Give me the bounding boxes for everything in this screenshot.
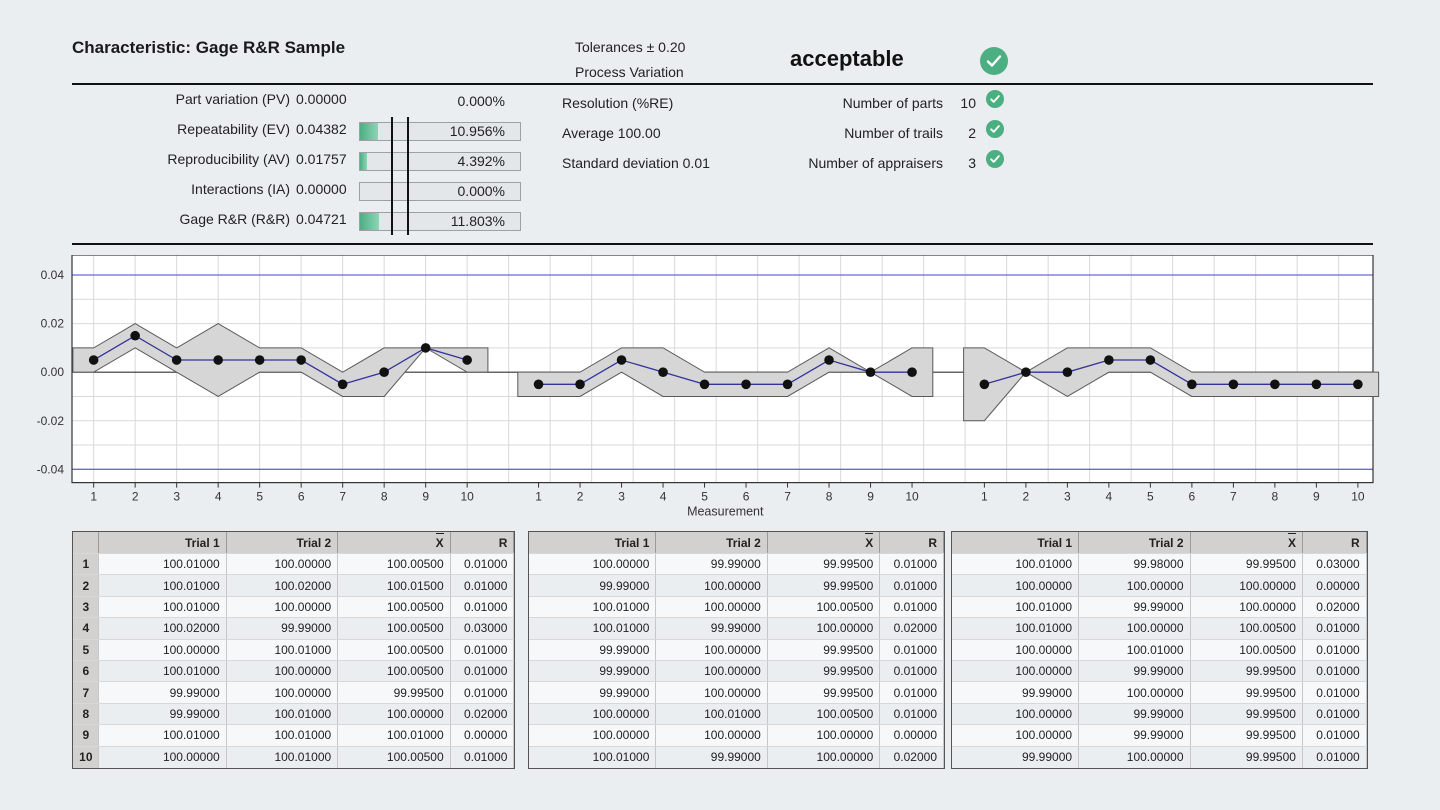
svg-text:6: 6	[298, 490, 305, 504]
svg-text:Measurement: Measurement	[687, 505, 764, 519]
svg-text:1: 1	[90, 490, 97, 504]
svg-text:5: 5	[1147, 490, 1154, 504]
svg-text:8: 8	[1272, 490, 1279, 504]
svg-text:9: 9	[1313, 490, 1320, 504]
svg-text:2: 2	[132, 490, 139, 504]
svg-text:0.04: 0.04	[41, 268, 65, 282]
svg-text:7: 7	[784, 490, 791, 504]
svg-text:8: 8	[826, 490, 833, 504]
svg-text:5: 5	[701, 490, 708, 504]
svg-text:6: 6	[1189, 490, 1196, 504]
svg-text:10: 10	[1351, 490, 1365, 504]
svg-text:7: 7	[1230, 490, 1237, 504]
svg-text:2: 2	[1023, 490, 1030, 504]
svg-text:3: 3	[618, 490, 625, 504]
svg-text:3: 3	[173, 490, 180, 504]
svg-text:10: 10	[460, 490, 474, 504]
svg-text:1: 1	[535, 490, 542, 504]
svg-text:3: 3	[1064, 490, 1071, 504]
svg-text:9: 9	[867, 490, 874, 504]
svg-text:10: 10	[905, 490, 919, 504]
svg-text:-0.02: -0.02	[37, 414, 65, 428]
svg-text:9: 9	[422, 490, 429, 504]
svg-text:5: 5	[256, 490, 263, 504]
svg-text:8: 8	[381, 490, 388, 504]
svg-text:0.02: 0.02	[41, 317, 65, 331]
svg-text:4: 4	[215, 490, 222, 504]
svg-text:6: 6	[743, 490, 750, 504]
svg-text:4: 4	[1106, 490, 1113, 504]
svg-text:2: 2	[577, 490, 584, 504]
svg-text:0.00: 0.00	[41, 365, 65, 379]
svg-text:4: 4	[660, 490, 667, 504]
svg-text:1: 1	[981, 490, 988, 504]
svg-text:7: 7	[339, 490, 346, 504]
svg-text:-0.04: -0.04	[37, 462, 65, 476]
